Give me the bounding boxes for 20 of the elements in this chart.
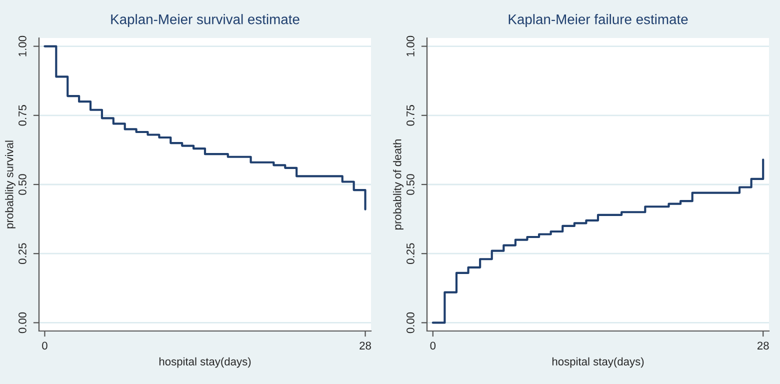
y-tick-label: 1.00: [406, 36, 414, 56]
chart-title: Kaplan-Meier failure estimate: [508, 14, 688, 27]
y-tick-label: 0.75: [18, 105, 26, 126]
y-tick-label: 0.50: [406, 174, 414, 195]
x-tick-label: 28: [757, 342, 769, 350]
chart-title: Kaplan-Meier survival estimate: [111, 14, 300, 27]
y-tick-label: 0.00: [18, 312, 26, 334]
y-axis-title: probablity of death: [393, 140, 404, 230]
x-tick-label: 0: [430, 342, 436, 350]
y-tick-label: 0.50: [18, 174, 26, 195]
x-tick-label: 0: [42, 342, 48, 350]
y-axis-title: probablity survival: [5, 140, 16, 228]
y-tick-label: 0.25: [18, 243, 26, 264]
x-axis-title: hospital stay(days): [159, 357, 251, 368]
y-tick-label: 0.75: [406, 105, 414, 126]
x-axis-title: hospital stay(days): [552, 357, 644, 368]
y-tick-label: 0.00: [406, 312, 414, 334]
x-tick-label: 28: [360, 342, 371, 350]
y-tick-label: 1.00: [18, 36, 26, 56]
y-tick-label: 0.25: [406, 243, 414, 264]
